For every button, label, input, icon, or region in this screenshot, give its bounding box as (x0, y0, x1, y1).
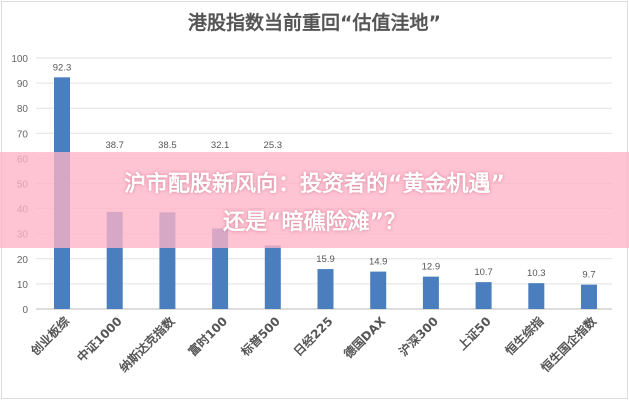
bar (317, 269, 334, 309)
bar (581, 284, 597, 309)
x-tick-label: 恒生综指 (502, 314, 547, 359)
bar (528, 283, 545, 309)
x-tick-label: 德国DAX (341, 313, 389, 361)
y-tick-label: 20 (17, 255, 29, 266)
data-label: 15.9 (316, 254, 335, 265)
data-label: 25.3 (264, 140, 283, 151)
y-tick-label: 100 (11, 54, 28, 65)
data-label: 12.9 (422, 262, 441, 273)
bar (264, 245, 281, 309)
data-label: 10.3 (527, 268, 546, 279)
data-label: 32.1 (211, 140, 230, 151)
bar (475, 282, 492, 309)
data-label: 14.9 (369, 257, 388, 268)
x-tick-label: 日经225 (290, 314, 335, 359)
y-tick-label: 70 (17, 129, 29, 140)
y-tick-label: 0 (22, 305, 28, 316)
x-tick-label: 纳斯达克指数 (116, 313, 178, 375)
chart-title: 港股指数当前重回“估值洼地” (188, 12, 441, 34)
data-label: 38.7 (105, 140, 124, 151)
x-tick-label: 恒生国企指数 (538, 313, 600, 375)
data-label: 38.5 (158, 140, 177, 151)
bar (422, 276, 439, 309)
x-tick-label: 创业板综 (27, 314, 72, 359)
x-tick-label: 中证1000 (74, 314, 125, 365)
data-label: 9.7 (582, 270, 595, 281)
x-tick-label: 富时100 (185, 314, 230, 359)
x-tick-label: 沪深300 (396, 314, 441, 359)
x-tick-label: 标普500 (237, 314, 283, 360)
data-label: 92.3 (53, 62, 72, 73)
y-tick-label: 90 (17, 79, 29, 90)
headline-line-2: 还是“暗礁险滩”？ (223, 210, 406, 235)
bar (370, 271, 387, 309)
y-tick-label: 80 (17, 104, 29, 115)
bar (212, 228, 229, 309)
headline-banner: 沪市配股新风向：投资者的“黄金机遇” 还是“暗礁险滩”？ (0, 152, 629, 248)
x-tick-label: 上证50 (454, 314, 493, 353)
headline-line-1: 沪市配股新风向：投资者的“黄金机遇” (124, 172, 505, 197)
y-tick-label: 10 (17, 280, 29, 291)
data-label: 10.7 (474, 267, 493, 278)
